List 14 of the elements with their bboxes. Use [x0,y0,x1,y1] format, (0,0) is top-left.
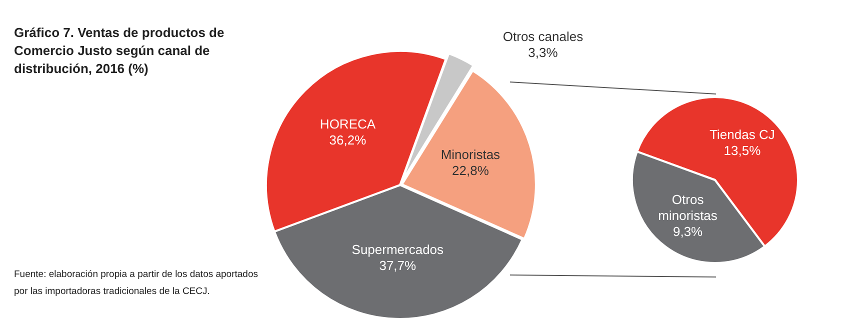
data-label: 36,2% [329,132,367,148]
data-label: 22,8% [452,162,490,178]
slice-label: HORECA [320,116,376,132]
slice-label: Otros canales [502,29,584,44]
text: Gráfico 7. Ventas de productos de Comercio Justo según canal de distribución, 2016 (%) [14,24,226,78]
data-label: 9,3% [672,224,704,240]
data-label: 13,5% [724,142,762,158]
data-label: 37,7% [379,258,417,274]
data-label: 3,3% [528,45,558,60]
slice-label: Supermercados [352,242,444,258]
slice-label: Otros minoristas [658,192,718,224]
slice-label: Tiendas CJ [710,126,775,142]
source-note: Fuente: elaboración propia a partir de los datos aportados por las importadoras tradicionales de la CECJ. [14,268,259,299]
slice-label: Minoristas [440,146,501,162]
